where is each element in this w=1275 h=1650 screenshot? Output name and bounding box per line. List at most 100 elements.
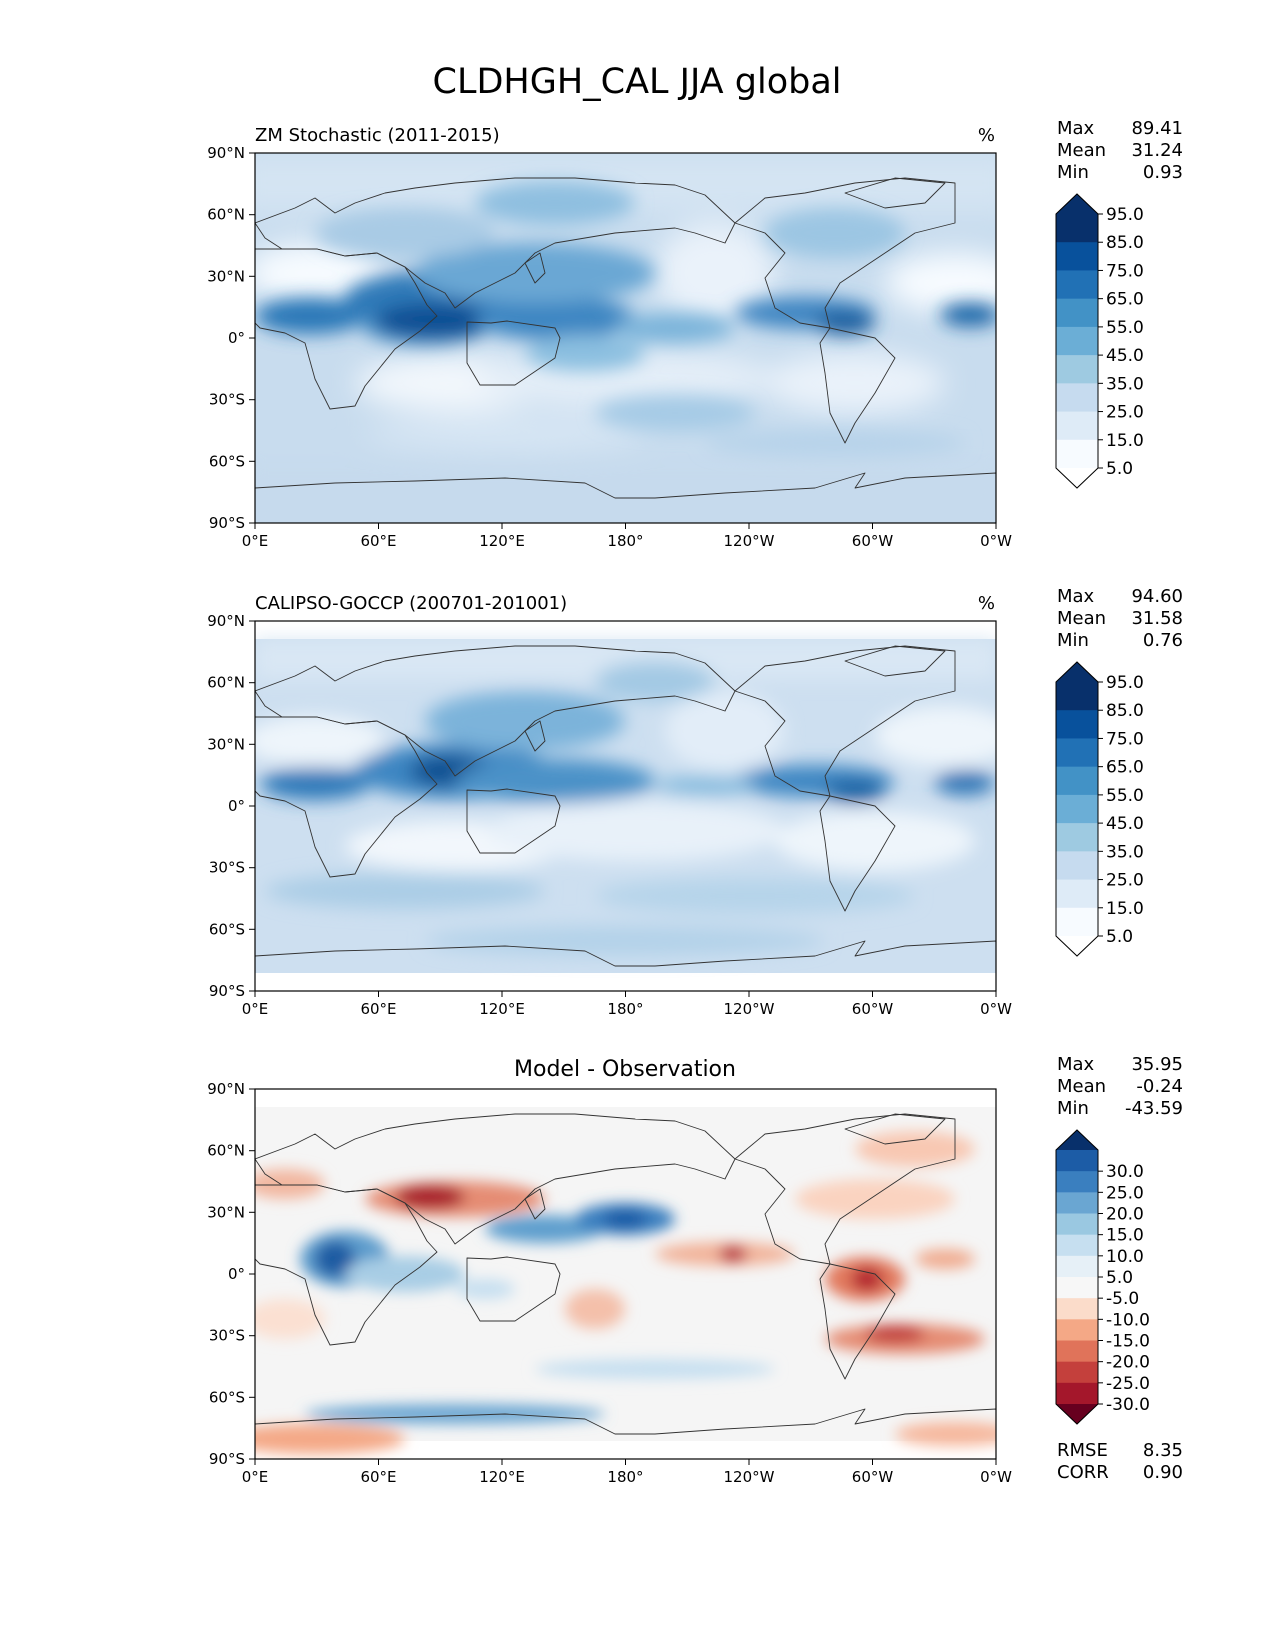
stat-value: 0.93 (1143, 162, 1183, 183)
colorbar-label: 45.0 (1106, 346, 1144, 366)
colorbar-swatch (1056, 794, 1098, 824)
colorbar-swatch (1056, 851, 1098, 881)
colorbar-label: 65.0 (1106, 290, 1144, 310)
colorbar-swatch (1056, 298, 1098, 328)
stat-value: 31.24 (1131, 140, 1183, 161)
panel-units: % (978, 593, 995, 614)
stat-label: Max (1057, 1054, 1095, 1075)
stat-label: Mean (1057, 608, 1106, 629)
stats-box: Max 89.41 Mean 31.24 Min 0.93 (1057, 118, 1183, 183)
colorbar-swatch (1056, 326, 1098, 356)
colorbar-swatch (1056, 355, 1098, 384)
stats-box: Max 35.95 Mean -0.24 Min -43.59 (1057, 1054, 1183, 1119)
lat-tick-label: 90°N (207, 612, 245, 630)
lat-tick-label: 0° (228, 797, 245, 815)
stat-value: 35.95 (1131, 1054, 1183, 1075)
error-stats: RMSE 8.35 CORR 0.90 (1057, 1440, 1183, 1483)
colorbar: 95.0 85.0 75.0 65.0 55.0 45.0 35.0 25.0 15.0 5.0 (1055, 661, 1144, 957)
panel-title: ZM Stochastic (2011-2015) (255, 125, 500, 146)
colorbar-swatch (1056, 1361, 1098, 1384)
stat-label: Max (1057, 118, 1095, 139)
colorbar-swatch (1056, 682, 1098, 711)
colorbar-label: -15.0 (1106, 1332, 1150, 1352)
colorbar-swatch (1056, 1192, 1098, 1214)
lat-tick-label: 60°N (207, 674, 245, 692)
panel-units: % (978, 125, 995, 146)
lon-tick-label: 0°E (242, 532, 269, 550)
lon-tick-label: 120°E (479, 1000, 525, 1018)
colorbar-label: 15.0 (1106, 431, 1144, 451)
colorbar-label: 55.0 (1106, 318, 1144, 338)
stat-label: RMSE (1057, 1440, 1108, 1461)
colorbar-swatch (1056, 411, 1098, 441)
lon-tick-label: 180° (607, 1000, 643, 1018)
stat-label: Min (1057, 630, 1089, 651)
colorbar-swatch (1056, 710, 1098, 739)
colorbar-label: -30.0 (1106, 1395, 1150, 1415)
coastlines (255, 1113, 996, 1459)
stat-value: -0.24 (1136, 1076, 1183, 1097)
colorbar-label: 20.0 (1106, 1205, 1144, 1225)
colorbar-swatch (1056, 1277, 1098, 1299)
lat-tick-label: 60°S (209, 1388, 245, 1406)
map-plot: 90°N 60°N 30°N 0° 30°S 60°S 90°S 0°E 60°… (207, 144, 1012, 550)
lon-tick-label: 60°W (852, 532, 894, 550)
colorbar-swatch (1056, 1382, 1098, 1405)
colorbar-label: 65.0 (1106, 758, 1144, 778)
lat-tick-label: 90°S (209, 982, 245, 1000)
colorbar-swatch (1056, 439, 1098, 469)
colorbar-label: 85.0 (1106, 233, 1144, 253)
stat-label: Mean (1057, 1076, 1106, 1097)
colorbar-label: 45.0 (1106, 814, 1144, 834)
lon-tick-label: 120°E (479, 532, 525, 550)
lon-tick-label: 0°E (242, 1468, 269, 1486)
colorbar-extend-top (1056, 662, 1098, 682)
colorbar-label: 75.0 (1106, 261, 1144, 281)
lat-tick-label: 30°S (209, 859, 245, 877)
lat-tick-label: 60°N (207, 206, 245, 224)
colorbar-label: 85.0 (1106, 701, 1144, 721)
colorbar-label: -5.0 (1106, 1289, 1139, 1309)
stat-label: Max (1057, 586, 1095, 607)
panel-title: CALIPSO-GOCCP (200701-201001) (255, 593, 567, 614)
lon-tick-label: 120°W (724, 532, 775, 550)
colorbar-label: 5.0 (1106, 459, 1133, 479)
lat-tick-label: 90°N (207, 144, 245, 162)
lat-tick-label: 30°S (209, 391, 245, 409)
colorbar-label: 10.0 (1106, 1247, 1144, 1267)
lat-ticks: 90°N 60°N 30°N 0° 30°S 60°S 90°S (207, 1080, 255, 1468)
colorbar-label: 5.0 (1106, 1268, 1133, 1288)
lat-tick-label: 90°S (209, 514, 245, 532)
colorbar-swatch (1056, 879, 1098, 909)
lon-ticks: 0°E 60°E 120°E 180° 120°W 60°W 0°W (242, 1459, 1012, 1486)
panel-difference: Model - Observation (207, 1054, 1183, 1486)
lat-tick-label: 30°S (209, 1327, 245, 1345)
coastlines (255, 645, 996, 991)
lon-tick-label: 60°W (852, 1000, 894, 1018)
stat-label: CORR (1057, 1462, 1109, 1483)
lon-tick-label: 120°E (479, 1468, 525, 1486)
lon-tick-label: 0°E (242, 1000, 269, 1018)
lon-tick-label: 120°W (724, 1468, 775, 1486)
colorbar-swatch (1056, 1340, 1098, 1363)
panel-title: Model - Observation (514, 1057, 736, 1082)
colorbar-extend-bottom (1056, 1404, 1098, 1424)
colorbar-label: 5.0 (1106, 927, 1133, 947)
colorbar-label: 25.0 (1106, 871, 1144, 891)
lon-tick-label: 60°W (852, 1468, 894, 1486)
lon-tick-label: 0°W (980, 532, 1012, 550)
lat-tick-label: 60°S (209, 920, 245, 938)
stat-value: 8.35 (1143, 1440, 1183, 1461)
colorbar-swatch (1056, 907, 1098, 937)
colorbar-swatch (1056, 738, 1098, 768)
lon-ticks: 0°E 60°E 120°E 180° 120°W 60°W 0°W (242, 991, 1012, 1018)
colorbar-extend-top (1056, 194, 1098, 214)
colorbar-label: 30.0 (1106, 1162, 1144, 1182)
lat-tick-label: 0° (228, 329, 245, 347)
lon-tick-label: 60°E (360, 532, 396, 550)
stat-value: 89.41 (1131, 118, 1183, 139)
lat-ticks: 90°N 60°N 30°N 0° 30°S 60°S 90°S (207, 144, 255, 532)
lon-tick-label: 60°E (360, 1468, 396, 1486)
lat-tick-label: 30°N (207, 1203, 245, 1221)
colorbar-label: 55.0 (1106, 786, 1144, 806)
